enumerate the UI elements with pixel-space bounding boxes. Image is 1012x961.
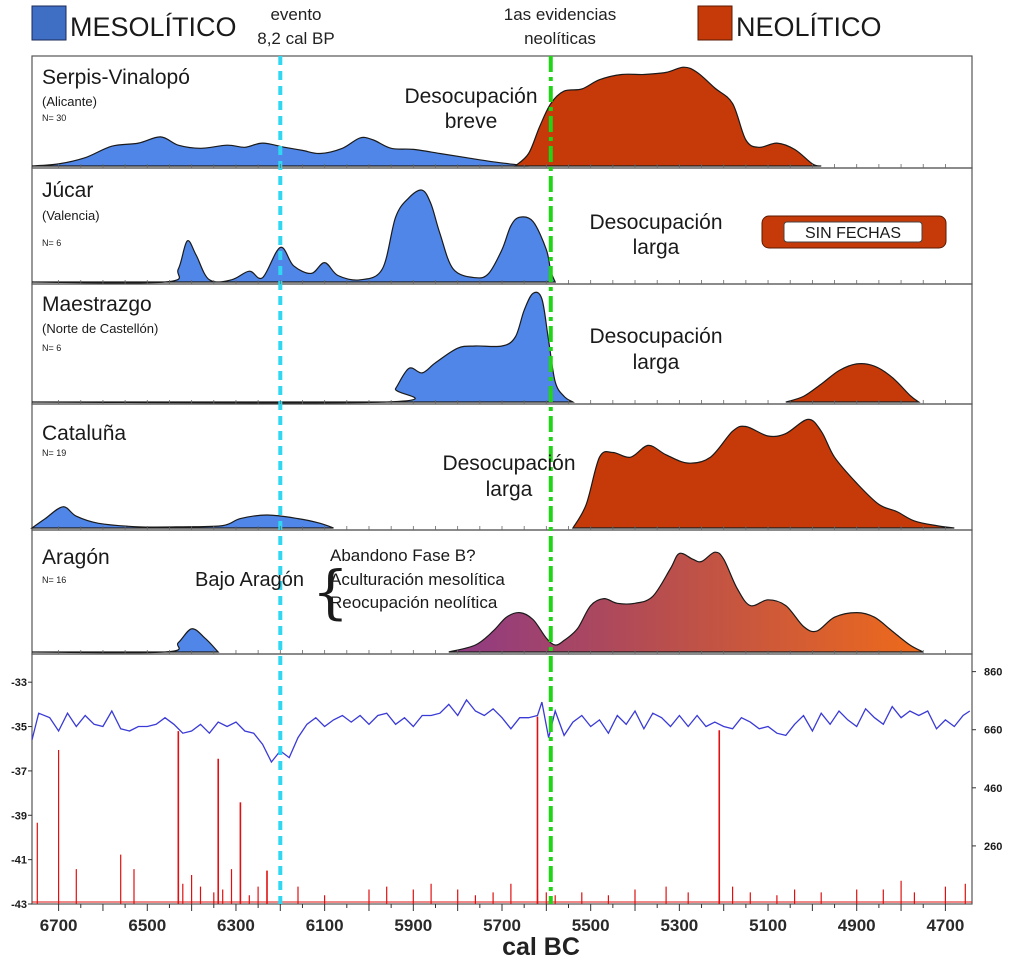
- aragon-brace: {: [312, 558, 349, 626]
- x-axis-tick-label: 6500: [128, 916, 166, 935]
- panel-title-aragon: Aragón: [42, 546, 110, 569]
- x-axis-tick-label: 5300: [660, 916, 698, 935]
- density-curves: [30, 66, 955, 654]
- proxy-blue-line: [31, 698, 971, 764]
- annotation-maestrazgo-line1: Desocupación: [589, 325, 722, 348]
- annotation-aragon-item1: Abandono Fase B?: [330, 546, 476, 565]
- density-meso-panel-4: [31, 628, 220, 654]
- panel-n-cataluna: N= 19: [42, 448, 66, 458]
- panel-frame-proxy: [31, 653, 973, 905]
- left-axis-tick-label: -33: [11, 677, 27, 689]
- annotation-cataluna-line1: Desocupación: [442, 452, 575, 475]
- annotation-maestrazgo-line2: larga: [633, 351, 680, 374]
- annotation-serpis-line1: Desocupación: [404, 85, 537, 108]
- annotation-serpis-line2: breve: [445, 110, 498, 133]
- panel-n-maestrazgo: N= 6: [42, 343, 61, 353]
- left-axis-tick-label: -41: [11, 855, 27, 867]
- density-neo-panel-3: [571, 418, 955, 529]
- density-meso-panel-2: [31, 291, 575, 404]
- tick-marks: 6700 6500 6300 6100 5900 5700 5500 5300 5100 4900…: [40, 164, 964, 935]
- sin-fechas-badge: SIN FECHAS: [761, 215, 947, 249]
- panel-sub-serpis: (Alicante): [42, 94, 97, 109]
- panel-n-jucar: N= 6: [42, 238, 61, 248]
- x-axis-tick-label: 5500: [572, 916, 610, 935]
- legend-label-mesolitico: MESOLÍTICO: [70, 12, 237, 42]
- legend: MESOLÍTICO NEOLÍTICO: [31, 5, 882, 42]
- left-axis-tick-label: -43: [11, 899, 27, 911]
- panel-sub-jucar: (Valencia): [42, 208, 100, 223]
- neolithic-evidence-label-line1: 1as evidencias: [504, 5, 616, 24]
- annotation-cataluna-line2: larga: [486, 478, 533, 501]
- panel-title-maestrazgo: Maestrazgo: [42, 293, 152, 316]
- x-axis-tick-label: 6100: [306, 916, 344, 935]
- left-axis-tick-label: -35: [11, 722, 27, 734]
- annotation-aragon-item2: Aculturación mesolítica: [330, 570, 505, 589]
- x-axis-tick-label: 5700: [483, 916, 521, 935]
- density-neo-panel-2: [785, 363, 921, 403]
- event-label-line1: evento: [270, 5, 321, 24]
- x-axis-tick-label: 4700: [926, 916, 964, 935]
- x-axis-tick-label: 5900: [394, 916, 432, 935]
- right-axis-tick-label: 260: [984, 841, 1002, 853]
- panel-n-serpis: N= 30: [42, 113, 66, 123]
- left-axis-tick-label: -39: [11, 810, 27, 822]
- panel-title-jucar: Júcar: [42, 179, 93, 202]
- marker-labels: evento 8,2 cal BP 1as evidencias neolíti…: [257, 5, 616, 48]
- sin-fechas-inner: [783, 221, 923, 243]
- panel-n-aragon: N= 16: [42, 575, 66, 585]
- panel-sub-maestrazgo: (Norte de Castellón): [42, 321, 158, 336]
- neolithic-evidence-label-line2: neolíticas: [524, 29, 596, 48]
- event-label-line2: 8,2 cal BP: [257, 29, 335, 48]
- annotation-jucar-line1: Desocupación: [589, 211, 722, 234]
- annotation-jucar-line2: larga: [633, 236, 680, 259]
- x-axis-tick-label: 6300: [217, 916, 255, 935]
- x-axis-tick-label: 6700: [40, 916, 78, 935]
- x-axis-tick-label: 5100: [749, 916, 787, 935]
- panel-labels: Serpis-Vinalopó (Alicante) N= 30 Desocup…: [42, 66, 723, 626]
- vertical-markers: [278, 56, 553, 904]
- annotation-aragon-item3: Reocupación neolítica: [330, 593, 498, 612]
- legend-swatch-mesolitico: [31, 5, 67, 41]
- right-axis-tick-label: 660: [984, 725, 1002, 737]
- legend-label-neolitico: NEOLÍTICO: [736, 12, 882, 42]
- right-axis-tick-label: 460: [984, 783, 1002, 795]
- legend-swatch-neolitico: [697, 5, 733, 41]
- density-meso-panel-3: [30, 506, 334, 529]
- density-meso-panel-1: [31, 189, 557, 284]
- panel-title-serpis: Serpis-Vinalopó: [42, 66, 190, 89]
- annotation-bajo-aragon: Bajo Aragón: [195, 569, 304, 591]
- sin-fechas-label: SIN FECHAS: [805, 225, 901, 242]
- x-axis-tick-label: 4900: [838, 916, 876, 935]
- proxy-curves: -33 -35 -37 -39 -41 -43 260 460 660 860: [11, 667, 1002, 911]
- right-axis-tick-label: 860: [984, 667, 1002, 679]
- panel-title-cataluna: Cataluña: [42, 422, 126, 445]
- proxy-red-small-spikes: [36, 750, 966, 904]
- left-axis-tick-label: -37: [11, 766, 27, 778]
- density-neo-panel-0: [513, 66, 822, 167]
- x-axis-title: cal BC: [502, 933, 580, 961]
- density-mixed-panel-4: [448, 551, 924, 653]
